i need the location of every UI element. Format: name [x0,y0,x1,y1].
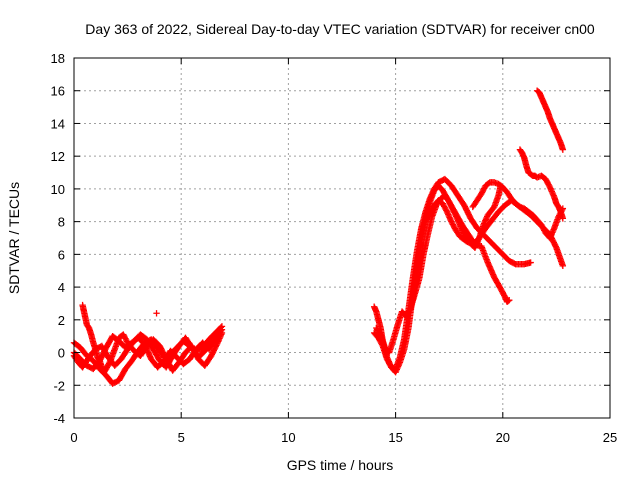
y-tick-label: 12 [51,149,65,164]
data-point [504,297,512,305]
x-tick-label: 0 [70,430,77,445]
data-point [406,306,414,313]
y-tick-label: 4 [58,280,65,295]
data-point [214,334,221,342]
x-tick-label: 5 [178,430,185,445]
y-tick-label: 10 [51,182,65,197]
data-point [153,310,160,317]
axis-ticks [73,57,611,419]
plot-frame [73,57,611,419]
data-point [559,146,567,153]
series-track-10 [516,146,567,222]
x-tick-label: 20 [496,430,510,445]
y-tick-label: 2 [58,313,65,328]
y-tick-label: 6 [58,247,65,262]
data-points [70,87,567,387]
x-tick-label: 10 [281,430,295,445]
data-point [213,335,220,343]
series-track-4 [70,331,221,371]
series-track-9 [469,179,567,242]
y-tick-label: 0 [58,346,65,361]
y-tick-label: -2 [53,378,65,393]
x-tick-label: 25 [603,430,617,445]
y-tick-label: 8 [58,215,65,230]
y-axis-title: SDTVAR / TECUs [6,182,22,294]
y-tick-label: 18 [51,51,65,66]
y-tick-label: 16 [51,84,65,99]
tick-labels: 0 5 10 15 20 25 -4 -2 0 2 4 6 8 10 12 14 16 18 [51,51,618,445]
data-point [527,259,534,266]
data-point [506,296,513,304]
y-tick-label: -4 [53,411,65,426]
data-point [218,329,226,337]
y-tick-label: 14 [51,116,65,131]
series-track-8 [409,197,567,304]
chart-title: Day 363 of 2022, Sidereal Day-to-day VTE… [85,21,595,37]
data-point [559,215,567,222]
x-axis-title: GPS time / hours [287,457,394,473]
data-point [559,262,567,270]
series-outlier [153,310,160,317]
x-tick-label: 15 [388,430,402,445]
series-track-11 [533,87,567,153]
